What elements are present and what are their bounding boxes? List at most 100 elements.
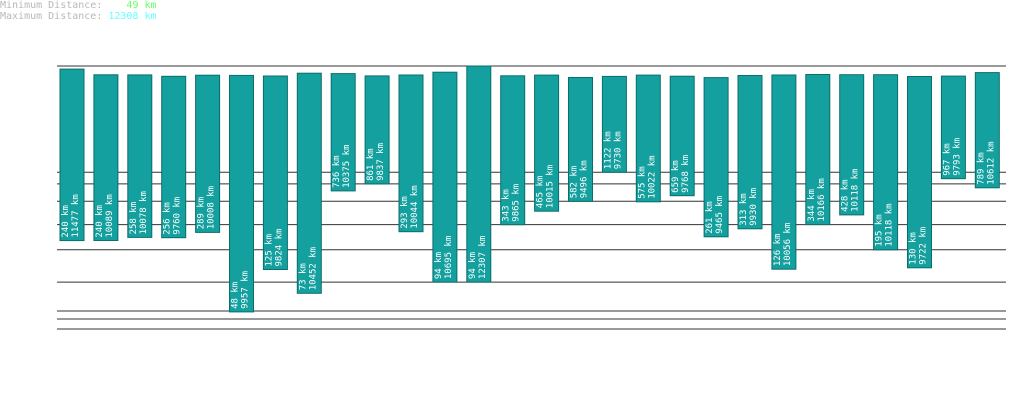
range-bar bbox=[601, 75, 627, 173]
range-bar-group: 465 km 10015 km bbox=[534, 74, 560, 212]
min-distance-label: 293 km bbox=[400, 196, 410, 229]
range-bar bbox=[805, 74, 831, 226]
max-distance-label: 10078 km bbox=[139, 191, 149, 234]
min-distance-label: 261 km bbox=[705, 201, 715, 234]
min-distance-label: 736 km bbox=[332, 155, 342, 188]
range-bar bbox=[940, 75, 966, 180]
range-bar bbox=[568, 77, 593, 202]
max-distance-label: 10612 km bbox=[986, 141, 996, 184]
max-distance-label: 9837 km bbox=[376, 143, 386, 181]
range-bar-group: 313 km 9930 km bbox=[737, 75, 763, 230]
range-bar-group: 195 km 10118 km bbox=[873, 74, 899, 251]
range-bar bbox=[161, 75, 187, 239]
range-bar bbox=[669, 75, 695, 197]
min-distance-value: 49 km bbox=[108, 0, 157, 11]
min-distance-label: 967 km bbox=[942, 143, 952, 176]
range-bar-group: 343 km 9865 km bbox=[500, 75, 526, 226]
range-bar bbox=[500, 75, 526, 226]
max-distance-label: 9760 km bbox=[173, 197, 183, 235]
range-bar-group: 130 km 9722 km bbox=[907, 76, 932, 269]
max-distance-label: 9793 km bbox=[952, 138, 962, 176]
range-bar bbox=[330, 73, 356, 192]
range-bar-group: 582 km 9496 km bbox=[568, 77, 593, 202]
range-bars: 240 km 11477 km 240 km 10089 km 258 km 10078 … bbox=[59, 65, 1000, 313]
range-bar bbox=[93, 74, 119, 241]
range-bar-group: 258 km 10078 km bbox=[127, 74, 153, 238]
min-distance-label: 659 km bbox=[671, 160, 681, 193]
range-bar bbox=[432, 71, 458, 283]
min-distance-label: 313 km bbox=[739, 193, 749, 226]
min-distance-label: 125 km bbox=[264, 234, 274, 267]
min-distance-label: 344 km bbox=[807, 189, 817, 222]
range-bar bbox=[771, 74, 797, 270]
range-bar-group: 428 km 10118 km bbox=[839, 74, 865, 216]
range-bar bbox=[839, 74, 865, 216]
min-distance-label: 582 km bbox=[570, 166, 580, 199]
range-bar bbox=[195, 74, 221, 233]
min-distance-label: 575 km bbox=[637, 166, 647, 199]
range-bar bbox=[296, 72, 322, 294]
max-distance-label: 12307 km bbox=[478, 236, 488, 279]
range-bar-group: 575 km 10022 km bbox=[635, 74, 661, 203]
range-bar bbox=[907, 76, 932, 269]
range-bar-group: 94 km 12307 km bbox=[466, 65, 492, 283]
max-distance-label: 10695 km bbox=[444, 236, 454, 279]
max-distance-label: 11477 km bbox=[71, 194, 81, 237]
range-bar-group: 73 km 10452 km bbox=[296, 72, 322, 294]
max-distance-label: 9496 km bbox=[580, 160, 590, 198]
max-distance-label: 10089 km bbox=[105, 194, 115, 237]
max-distance-label: 10056 km bbox=[783, 223, 793, 266]
range-bar-group: 736 km 10375 km bbox=[330, 73, 356, 192]
max-distance-label: 9730 km bbox=[613, 131, 623, 169]
range-bar-group: 240 km 10089 km bbox=[93, 74, 119, 241]
max-distance-label: 10015 km bbox=[546, 165, 556, 208]
max-distance-label: 10118 km bbox=[885, 203, 895, 246]
min-distance-label: 1122 km bbox=[603, 131, 613, 169]
range-bar-group: 789 km 10612 km bbox=[974, 72, 1000, 189]
range-bar bbox=[364, 75, 390, 185]
range-bar bbox=[534, 74, 560, 212]
min-distance-row: Minimum Distance: 49 km bbox=[0, 0, 157, 11]
max-distance-label: 10452 km bbox=[308, 247, 318, 290]
max-distance-label: 10118 km bbox=[851, 169, 861, 212]
range-bar-group: 293 km 10044 km bbox=[398, 74, 424, 233]
max-distance-row: Maximum Distance: 12308 km bbox=[0, 11, 157, 22]
min-distance-label: 94 km bbox=[468, 252, 478, 279]
range-bar-group: 94 km 10695 km bbox=[432, 71, 458, 283]
range-bar bbox=[873, 74, 899, 251]
range-bar bbox=[737, 75, 763, 230]
range-bar bbox=[466, 65, 492, 283]
max-distance-value: 12308 km bbox=[108, 11, 157, 22]
range-bar-group: 344 km 10166 km bbox=[805, 74, 831, 226]
max-distance-label: 9957 km bbox=[241, 271, 251, 309]
range-bar bbox=[229, 74, 254, 313]
range-bar bbox=[262, 75, 288, 270]
range-bar-group: 125 km 9824 km bbox=[262, 75, 288, 270]
min-distance-label: 240 km bbox=[61, 205, 71, 238]
max-distance-label: 9865 km bbox=[512, 184, 522, 222]
min-distance-label: 73 km bbox=[298, 263, 308, 290]
min-distance-label: 48 km bbox=[231, 282, 241, 309]
min-distance-label: 343 km bbox=[502, 189, 512, 222]
max-distance-label: 10044 km bbox=[410, 185, 420, 228]
range-bar-group: 659 km 9768 km bbox=[669, 75, 695, 197]
min-distance-label: 289 km bbox=[197, 197, 207, 230]
max-distance-label: 9930 km bbox=[749, 188, 759, 226]
min-distance-label: 130 km bbox=[909, 232, 919, 265]
range-bar-group: 261 km 9465 km bbox=[703, 77, 729, 238]
min-distance-label: 126 km bbox=[773, 234, 783, 267]
max-distance-label: 10166 km bbox=[817, 178, 827, 221]
min-distance-label: 465 km bbox=[536, 176, 546, 209]
min-distance-label: 258 km bbox=[129, 202, 139, 235]
range-bar bbox=[59, 68, 85, 242]
range-bar-group: 1122 km 9730 km bbox=[601, 75, 627, 173]
range-bar bbox=[703, 77, 729, 238]
range-bar-group: 967 km 9793 km bbox=[940, 75, 966, 180]
range-bar-group: 48 km 9957 km bbox=[229, 74, 254, 313]
distance-summary: Minimum Distance: 49 km Maximum Distance:… bbox=[0, 0, 157, 22]
range-bar-group: 256 km 9760 km bbox=[161, 75, 187, 239]
max-distance-label: 10008 km bbox=[207, 186, 217, 229]
range-bar bbox=[398, 74, 424, 233]
max-distance-label: 10375 km bbox=[342, 145, 352, 188]
